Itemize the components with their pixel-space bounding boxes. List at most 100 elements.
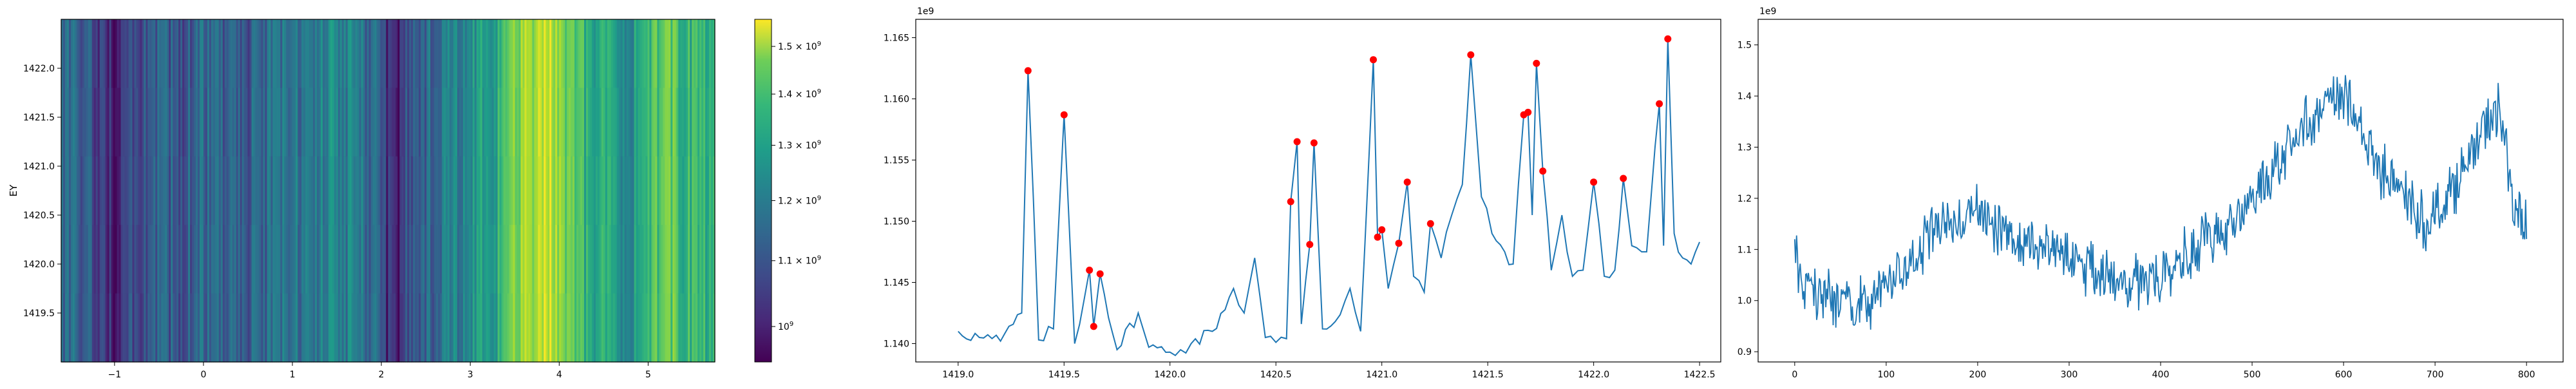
heatmap-cell	[559, 156, 562, 225]
heatmap-cell	[538, 88, 540, 157]
heatmap-cell	[440, 19, 442, 88]
heatmap-cell	[290, 19, 292, 88]
heatmap-cell	[274, 156, 277, 225]
heatmap-cell	[255, 293, 258, 363]
heatmap-cell	[516, 156, 520, 225]
heatmap-cell	[182, 225, 185, 294]
heatmap-cell	[288, 88, 290, 157]
heatmap-cell	[709, 156, 712, 225]
heatmap-cell	[339, 225, 343, 294]
heatmap-cell	[126, 88, 129, 157]
heatmap-cell	[136, 225, 139, 294]
heatmap-cell	[236, 19, 239, 88]
heatmap-cell	[201, 88, 204, 157]
heatmap-cell	[213, 19, 216, 88]
heatmap-cell	[99, 88, 102, 157]
heatmap-cell	[130, 225, 133, 294]
peak-marker	[1024, 67, 1032, 75]
series-y-tick-label: 1.4	[1738, 91, 1752, 102]
heatmap-cell	[201, 19, 204, 88]
heatmap-cell	[466, 225, 469, 294]
heatmap-cell	[618, 19, 621, 88]
heatmap-cell	[149, 293, 152, 363]
heatmap-cell	[595, 156, 598, 225]
heatmap-cell	[651, 293, 654, 363]
heatmap-cell	[686, 225, 688, 294]
heatmap-cell	[493, 156, 497, 225]
heatmap-cell	[482, 88, 485, 157]
heatmap-cell	[636, 293, 639, 363]
heatmap-cell	[597, 156, 600, 225]
heatmap-cell	[574, 19, 577, 88]
heatmap-cell	[255, 19, 258, 88]
heatmap-cell	[567, 225, 569, 294]
heatmap-cell	[415, 293, 417, 363]
heatmap-cell	[690, 293, 692, 363]
heatmap-cell	[76, 88, 79, 157]
heatmap-cell	[72, 225, 75, 294]
heatmap-cell	[323, 156, 325, 225]
heatmap-cell	[309, 293, 312, 363]
heatmap-cell	[259, 225, 262, 294]
heatmap-cell	[614, 156, 618, 225]
heatmap-cell	[395, 19, 399, 88]
heatmap-cell	[251, 225, 254, 294]
heatmap-cell	[624, 19, 627, 88]
heatmap-cell	[520, 156, 524, 225]
heatmap-cell	[678, 88, 681, 157]
heatmap-x-tick-label: 5	[645, 370, 651, 380]
heatmap-cell	[313, 19, 316, 88]
heatmap-cell	[111, 225, 114, 294]
heatmap-cell	[366, 19, 370, 88]
heatmap-cell	[126, 293, 129, 363]
heatmap-cell	[392, 293, 395, 363]
heatmap-cell	[476, 19, 479, 88]
heatmap-cell	[612, 156, 616, 225]
heatmap-cell	[128, 293, 131, 363]
heatmap-cell	[609, 225, 612, 294]
heatmap-cell	[153, 156, 156, 225]
heatmap-cell	[269, 88, 271, 157]
heatmap-cell	[188, 293, 191, 363]
heatmap-cell	[138, 88, 140, 157]
heatmap-cell	[403, 88, 406, 157]
heatmap-cell	[634, 19, 637, 88]
heatmap-cell	[218, 19, 222, 88]
heatmap-cell	[457, 225, 460, 294]
peak-marker	[1086, 267, 1094, 274]
heatmap-cell	[432, 293, 435, 363]
heatmap-cell	[690, 225, 692, 294]
heatmap-cell	[245, 293, 249, 363]
heatmap-cell	[62, 19, 66, 88]
heatmap-cell	[466, 88, 469, 157]
heatmap-cell	[711, 293, 714, 363]
heatmap-cell	[169, 225, 171, 294]
heatmap-cell	[509, 225, 512, 294]
heatmap-cell	[280, 88, 283, 157]
heatmap-cell	[124, 88, 128, 157]
heatmap-cell	[626, 156, 629, 225]
heatmap-cell	[450, 293, 452, 363]
heatmap-cell	[607, 293, 610, 363]
heatmap-cell	[341, 19, 345, 88]
heatmap-cell	[509, 19, 512, 88]
heatmap-cell	[347, 225, 350, 294]
heatmap-cell	[440, 293, 442, 363]
heatmap-cell	[670, 19, 673, 88]
heatmap-cell	[214, 225, 218, 294]
heatmap-cell	[190, 293, 193, 363]
heatmap-cell	[657, 293, 660, 363]
heatmap-cell	[651, 225, 654, 294]
heatmap-cell	[173, 88, 175, 157]
heatmap-cell	[544, 88, 546, 157]
heatmap-cell	[296, 88, 298, 157]
heatmap-cell	[270, 156, 273, 225]
heatmap-cell	[376, 156, 379, 225]
heatmap-cell	[476, 225, 479, 294]
heatmap-cell	[211, 19, 214, 88]
heatmap-cell	[440, 156, 442, 225]
peak-marker	[1620, 175, 1627, 182]
heatmap-cell	[288, 156, 290, 225]
heatmap-x-tick-label: 1	[290, 370, 296, 380]
